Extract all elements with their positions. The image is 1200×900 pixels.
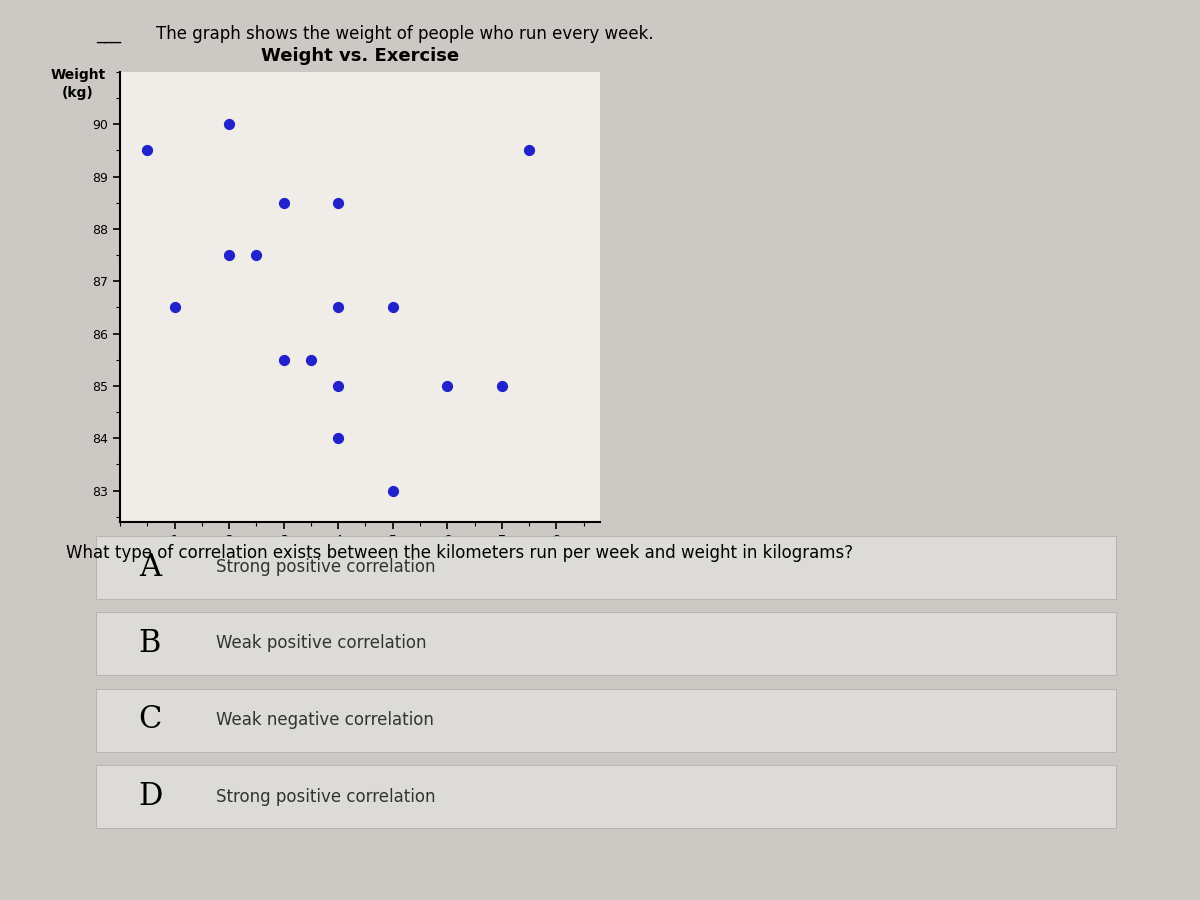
Text: (kg): (kg) [62,86,94,100]
Point [301,353,320,367]
Text: Weak negative correlation: Weak negative correlation [216,711,434,729]
Point [492,379,511,393]
Title: Weight vs. Exercise: Weight vs. Exercise [260,47,460,65]
Point [164,301,184,315]
Point [329,431,348,446]
Point [520,143,539,157]
Point [274,353,293,367]
Text: Strong positive correlation: Strong positive correlation [216,788,436,806]
Text: Weight: Weight [50,68,106,82]
Point [383,301,402,315]
Point [274,195,293,210]
Text: Strong positive correlation: Strong positive correlation [216,558,436,576]
Text: What type of correlation exists between the kilometers run per week and weight i: What type of correlation exists between … [66,544,853,562]
Point [138,143,157,157]
Text: The graph shows the weight of people who run every week.: The graph shows the weight of people who… [156,25,654,43]
X-axis label: Kilometers Run per Week: Kilometers Run per Week [260,554,460,568]
Text: C: C [138,705,162,735]
Point [247,248,266,262]
Text: ___: ___ [96,25,121,43]
Text: A: A [139,552,161,582]
Text: B: B [139,628,161,659]
Point [220,248,239,262]
Point [383,483,402,498]
Text: Weak positive correlation: Weak positive correlation [216,634,426,652]
Point [329,195,348,210]
Point [329,379,348,393]
Point [438,379,457,393]
Text: D: D [138,781,162,812]
Point [220,117,239,131]
Point [329,301,348,315]
